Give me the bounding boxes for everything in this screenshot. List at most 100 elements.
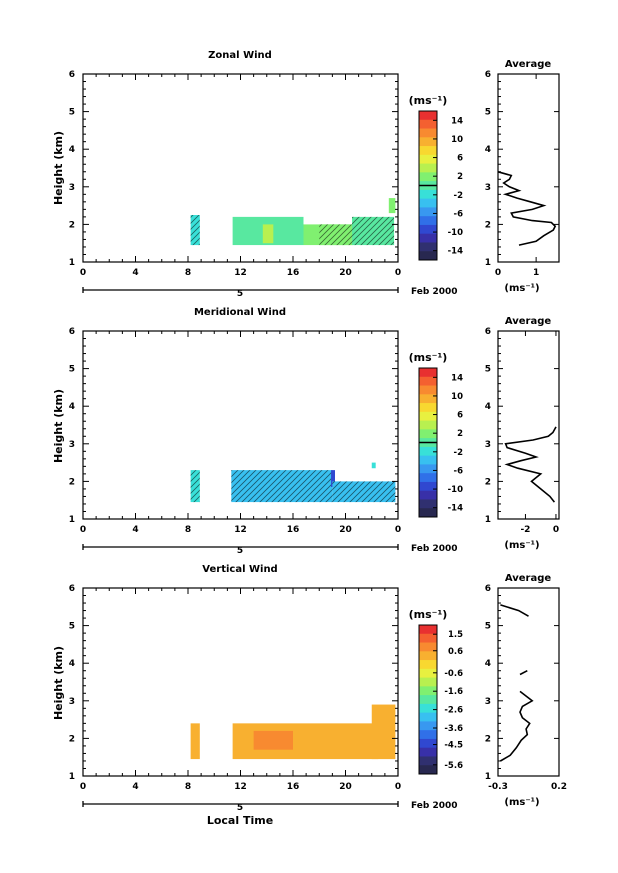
- colorbar-swatch: [419, 712, 437, 722]
- colorbar-swatch: [419, 464, 437, 474]
- profile-title: Average: [505, 316, 552, 327]
- panel-vertical-wind: Vertical Wind Height (km) 0 4 8 12 16 20 01234…: [52, 564, 567, 827]
- y-tick-label: 4: [69, 145, 75, 155]
- profile-x-tick-label: -2: [520, 525, 530, 535]
- profile-frame: [497, 330, 560, 520]
- y-tick-label: 1: [69, 772, 75, 782]
- colorbar-swatch: [419, 508, 437, 518]
- profile-line: [497, 171, 557, 246]
- data-cell: [331, 470, 335, 488]
- colorbar-tick-label: -10: [448, 228, 463, 238]
- heatmap-area: [190, 198, 396, 246]
- x-tick-label: 20: [339, 268, 352, 278]
- colorbar-tick-label: 6: [457, 154, 463, 164]
- colorbar-swatch: [419, 756, 437, 766]
- profile-plot: 1 2 3 4 5 6 -0.3 0.2: [485, 584, 567, 792]
- colorbar-swatch: [419, 137, 437, 147]
- profile-y-tick-label: 5: [485, 622, 491, 632]
- colorbar-swatch: [419, 111, 437, 121]
- profile-y-tick-label: 3: [485, 697, 491, 707]
- y-tick-label: 3: [69, 183, 75, 193]
- colorbar-swatch: [419, 242, 437, 252]
- y-axis-label: Height (km): [52, 646, 65, 720]
- colorbar-unit-label: (ms⁻¹): [409, 351, 448, 364]
- profile-y-tick-label: 6: [485, 584, 491, 594]
- colorbar-unit-label: (ms⁻¹): [409, 608, 448, 621]
- chart-title: Meridional Wind: [194, 307, 286, 318]
- colorbar-swatch: [419, 376, 437, 386]
- chart-title: Vertical Wind: [202, 564, 277, 575]
- data-cell: [371, 704, 396, 760]
- x-axis-label: Local Time: [207, 814, 273, 827]
- x-tick-label: 8: [185, 525, 191, 535]
- colorbar-tick-label: 14: [451, 373, 463, 383]
- colorbar-swatch: [419, 154, 437, 164]
- colorbar-swatch: [419, 411, 437, 421]
- profile-y-tick-label: 3: [485, 440, 491, 450]
- colorbar-swatch: [419, 198, 437, 208]
- data-cell: [262, 224, 274, 244]
- profile-title: Average: [505, 573, 552, 584]
- colorbar-swatch: [419, 668, 437, 678]
- colorbar-tick-label: 14: [451, 116, 463, 126]
- x-tick-label: 0: [395, 525, 401, 535]
- profile-y-tick-label: 3: [485, 183, 491, 193]
- heatmap-area: [190, 704, 396, 760]
- profile-xlabel: (ms⁻¹): [504, 540, 539, 551]
- colorbar-frame: [418, 624, 438, 775]
- y-tick-label: 5: [69, 365, 75, 375]
- profile-y-tick-label: 5: [485, 365, 491, 375]
- day-label: 5: [237, 546, 243, 556]
- colorbar-swatch: [419, 233, 437, 243]
- colorbar-swatch: [419, 216, 437, 226]
- colorbar-tick-label: -6: [454, 466, 464, 476]
- date-label: Feb 2000: [411, 287, 458, 297]
- y-axis-label: Height (km): [52, 131, 65, 205]
- colorbar: 14 10 6 2 -2 -6 -10 -14: [418, 367, 464, 518]
- panel-meridional-wind: Meridional Wind Height (km) 0 4 8 12 16 20 012…: [52, 307, 560, 556]
- x-tick-label: 0: [395, 782, 401, 792]
- colorbar-swatch: [419, 721, 437, 731]
- profile-y-tick-label: 2: [485, 734, 491, 744]
- y-tick-label: 6: [69, 70, 75, 80]
- profile-line: [504, 426, 557, 503]
- x-tick-label: 4: [132, 268, 138, 278]
- date-label: Feb 2000: [411, 801, 458, 811]
- colorbar-swatch: [419, 403, 437, 413]
- profile-line-segment: [500, 604, 529, 617]
- x-tick-label: 8: [185, 782, 191, 792]
- colorbar-swatch: [419, 385, 437, 395]
- day-label: 5: [237, 803, 243, 813]
- colorbar-tick-label: -0.6: [444, 669, 463, 679]
- colorbar-tick-label: 0.6: [448, 647, 463, 657]
- colorbar-swatch: [419, 695, 437, 705]
- colorbar-swatch: [419, 633, 437, 643]
- colorbar-swatch: [419, 660, 437, 670]
- profile-x-tick-label: 1: [533, 268, 539, 278]
- y-tick-label: 5: [69, 108, 75, 118]
- profile-y-tick-label: 2: [485, 220, 491, 230]
- colorbar-unit-label: (ms⁻¹): [409, 94, 448, 107]
- contour-hatch: [190, 215, 200, 246]
- x-tick-label: 4: [132, 525, 138, 535]
- colorbar-tick-label: -3.6: [444, 724, 463, 734]
- x-tick-label: 16: [287, 525, 300, 535]
- colorbar-tick-label: -2: [454, 448, 464, 458]
- contour-hatch: [319, 224, 353, 246]
- colorbar-swatch: [419, 625, 437, 635]
- colorbar-swatch: [419, 146, 437, 156]
- colorbar-tick-label: -1.6: [444, 687, 463, 697]
- colorbar-tick-label: 10: [451, 135, 463, 145]
- profile-line: [499, 690, 534, 762]
- y-axis-label: Height (km): [52, 389, 65, 463]
- colorbar-swatch: [419, 490, 437, 500]
- colorbar-tick-label: 6: [457, 411, 463, 421]
- profile-y-tick-label: 1: [485, 258, 491, 268]
- profile-frame: [497, 587, 560, 777]
- day-bar: [82, 287, 399, 293]
- colorbar-swatch: [419, 455, 437, 465]
- colorbar-swatch: [419, 172, 437, 182]
- colorbar-swatch: [419, 473, 437, 483]
